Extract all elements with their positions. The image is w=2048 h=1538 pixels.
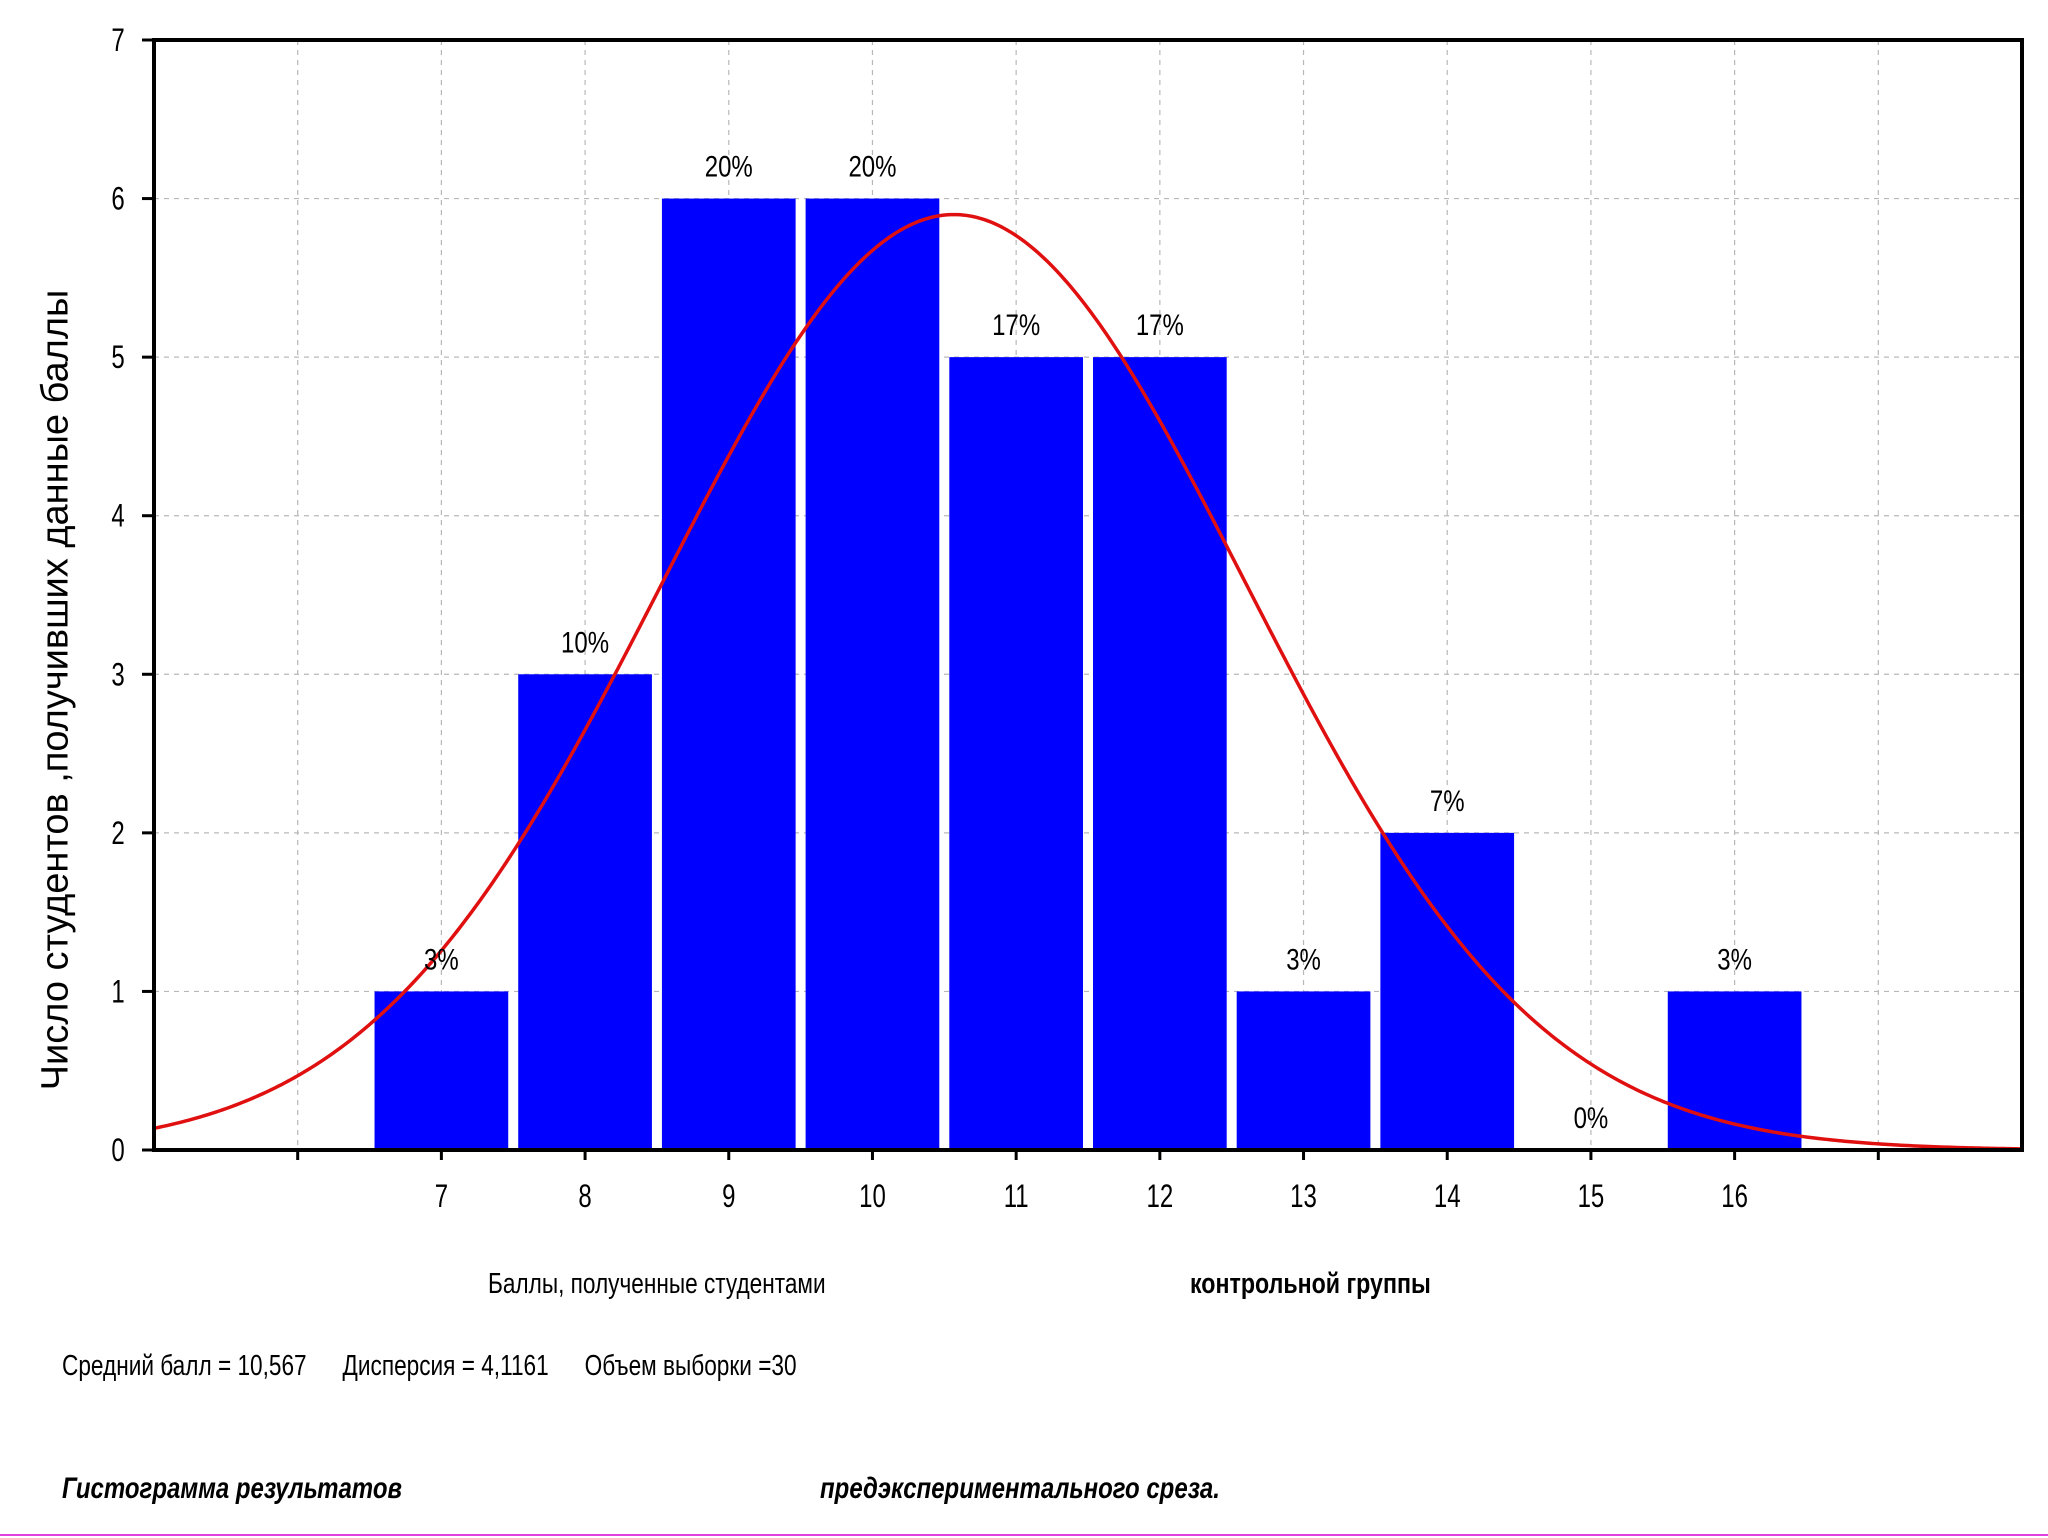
percent-label-16: 3% <box>1717 942 1752 976</box>
x-tick-label-10: 10 <box>859 1178 886 1214</box>
percent-label-13: 3% <box>1286 942 1321 976</box>
percent-label-8: 10% <box>561 625 609 659</box>
bar-16 <box>1667 991 1802 1150</box>
normal-curve <box>153 212 2023 1151</box>
y-tick-label: 3 <box>111 656 124 692</box>
y-tick-label: 4 <box>111 497 124 533</box>
x-axis-title-left: Баллы, полученные студентами <box>488 1268 826 1300</box>
bar-11 <box>949 357 1083 1151</box>
plot-frame <box>152 38 2024 1152</box>
bar-14 <box>1380 832 1515 1150</box>
y-tick-label: 5 <box>111 339 124 375</box>
y-tick-label: 7 <box>111 22 124 58</box>
x-tick-label-13: 13 <box>1290 1178 1317 1214</box>
bar-7 <box>374 991 509 1150</box>
bar-13 <box>1236 991 1371 1150</box>
x-tick-label-7: 7 <box>435 1178 448 1214</box>
statistics-row: Средний балл = 10,567 Дисперсия = 4,1161… <box>62 1350 826 1383</box>
percent-label-10: 20% <box>848 149 896 183</box>
x-tick-label-8: 8 <box>578 1178 591 1214</box>
x-axis-title-right: контрольной группы <box>1190 1268 1431 1300</box>
percent-label-14: 7% <box>1430 783 1465 817</box>
x-tick-label-9: 9 <box>722 1178 735 1214</box>
bars <box>374 198 1802 1151</box>
percent-label-11: 17% <box>992 308 1040 342</box>
mean-stat: Средний балл = 10,567 <box>62 1350 307 1382</box>
y-tick-label: 1 <box>111 973 124 1009</box>
percent-label-15: 0% <box>1574 1100 1609 1134</box>
sample-size-stat: Объем выборки =30 <box>584 1350 797 1382</box>
y-axis-title: Число студентов ,получивших данные баллы <box>34 289 77 1091</box>
caption-right: предэкспериментального среза. <box>820 1472 1220 1505</box>
caption-left: Гистограмма результатов <box>62 1472 402 1505</box>
x-tick-label-11: 11 <box>1004 1178 1029 1214</box>
bar-12 <box>1093 357 1227 1151</box>
x-tick-label-12: 12 <box>1147 1178 1174 1214</box>
axes <box>142 38 2024 1160</box>
bar-9 <box>661 198 796 1151</box>
y-tick-label: 2 <box>111 814 124 850</box>
bottom-divider <box>0 1534 2048 1536</box>
normal-curve-layer <box>153 212 2023 1151</box>
x-tick-label-16: 16 <box>1721 1178 1748 1214</box>
percent-label-12: 17% <box>1136 308 1184 342</box>
variance-stat: Дисперсия = 4,1161 <box>342 1350 549 1382</box>
bar-10 <box>805 198 940 1151</box>
y-tick-label: 0 <box>111 1132 124 1168</box>
percent-label-7: 3% <box>424 942 459 976</box>
percent-label-9: 20% <box>705 149 753 183</box>
x-tick-label-14: 14 <box>1434 1178 1461 1214</box>
grid-lines <box>154 40 2022 1150</box>
bar-labels: 3% 10% 20% 20% 17% 17% 3% 7% 0% 3% <box>424 149 1752 1135</box>
x-tick-label-15: 15 <box>1578 1178 1605 1214</box>
y-tick-label: 6 <box>111 180 124 216</box>
bar-8 <box>518 674 652 1150</box>
